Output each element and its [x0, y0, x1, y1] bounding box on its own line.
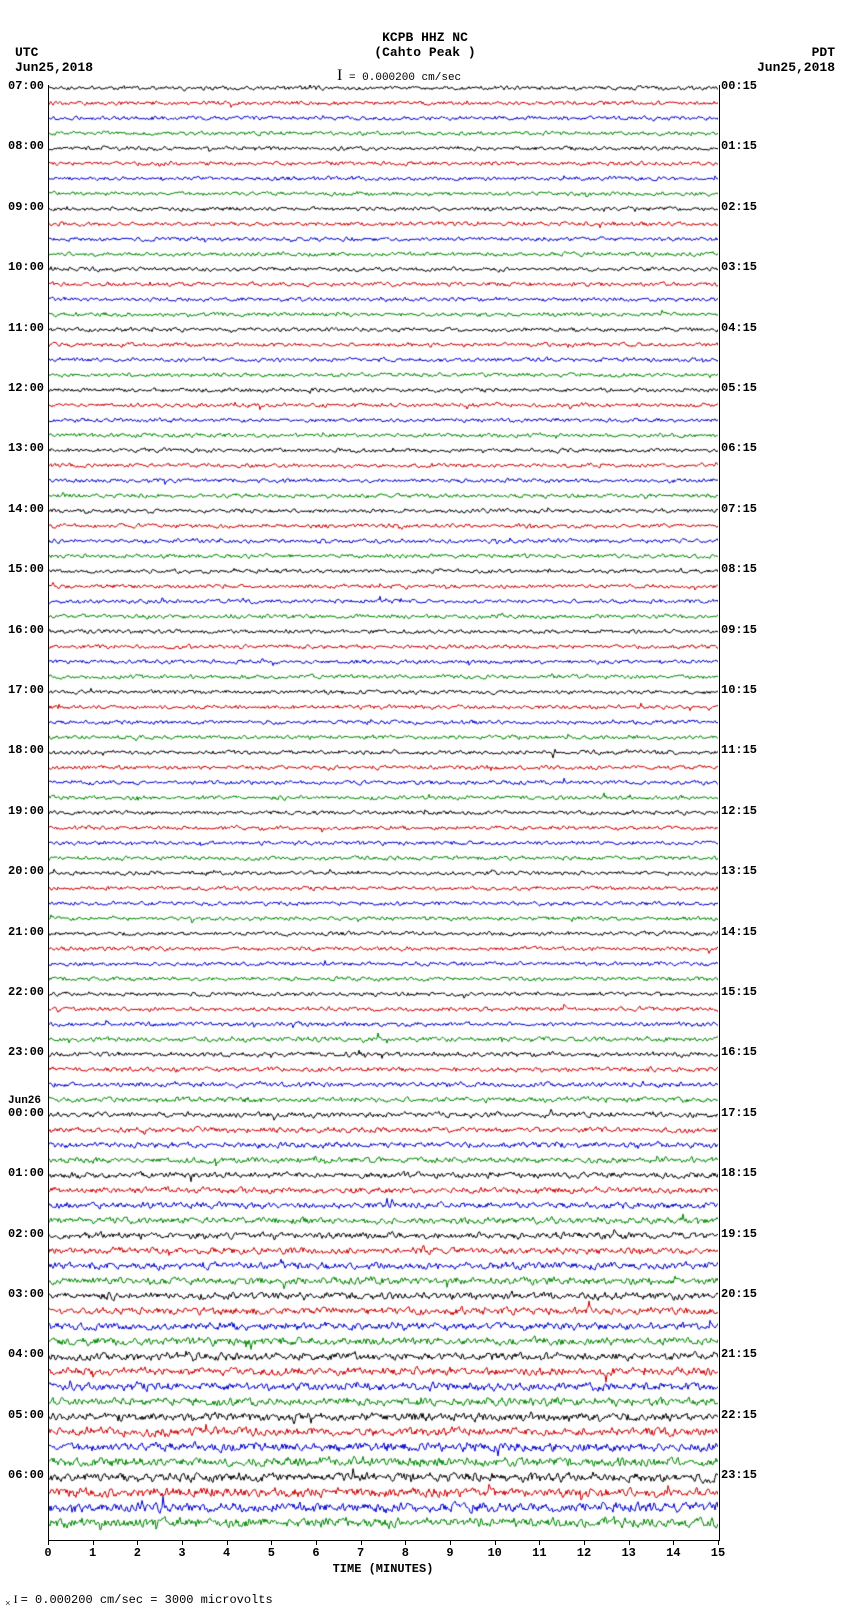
pdt-hour: 09:15: [721, 623, 757, 637]
utc-hour: 14:00: [8, 502, 44, 516]
x-tick-label: 9: [446, 1546, 453, 1560]
pdt-hour: 15:15: [721, 985, 757, 999]
pdt-hour: 18:15: [721, 1166, 757, 1180]
utc-hour: 16:00: [8, 623, 44, 637]
utc-hour: 09:00: [8, 200, 44, 214]
utc-hour: 17:00: [8, 683, 44, 697]
utc-hour: 00:00: [8, 1106, 44, 1120]
utc-hour: 11:00: [8, 321, 44, 335]
pdt-hour: 17:15: [721, 1106, 757, 1120]
pdt-hour: 08:15: [721, 562, 757, 576]
x-tick-label: 11: [532, 1546, 546, 1560]
utc-hour: 21:00: [8, 925, 44, 939]
x-tick-label: 7: [357, 1546, 364, 1560]
utc-hour: 10:00: [8, 260, 44, 274]
utc-hour: 03:00: [8, 1287, 44, 1301]
x-tick-label: 3: [178, 1546, 185, 1560]
utc-hour: 07:00: [8, 79, 44, 93]
left-date: Jun25,2018: [15, 60, 93, 75]
utc-hour: 22:00: [8, 985, 44, 999]
left-timezone: UTC: [15, 45, 38, 60]
x-axis-title: TIME (MINUTES): [333, 1562, 434, 1576]
pdt-hour: 14:15: [721, 925, 757, 939]
pdt-hour: 16:15: [721, 1045, 757, 1059]
pdt-hour: 06:15: [721, 441, 757, 455]
utc-hour: 23:00: [8, 1045, 44, 1059]
x-tick-label: 14: [666, 1546, 680, 1560]
pdt-hour: 19:15: [721, 1227, 757, 1241]
utc-hour: 01:00: [8, 1166, 44, 1180]
right-timezone: PDT: [812, 45, 835, 60]
utc-hour: 02:00: [8, 1227, 44, 1241]
x-tick-label: 2: [134, 1546, 141, 1560]
x-tick-label: 1: [89, 1546, 96, 1560]
utc-hour: 05:00: [8, 1408, 44, 1422]
pdt-hour: 12:15: [721, 804, 757, 818]
x-tick-label: 6: [312, 1546, 319, 1560]
pdt-hour: 22:15: [721, 1408, 757, 1422]
x-tick-label: 5: [268, 1546, 275, 1560]
pdt-hour: 10:15: [721, 683, 757, 697]
utc-hour: 20:00: [8, 864, 44, 878]
pdt-hour: 04:15: [721, 321, 757, 335]
utc-hour: 08:00: [8, 139, 44, 153]
pdt-hour: 00:15: [721, 79, 757, 93]
utc-hour: 19:00: [8, 804, 44, 818]
pdt-hour: 05:15: [721, 381, 757, 395]
utc-hour: 04:00: [8, 1347, 44, 1361]
x-tick-label: 0: [44, 1546, 51, 1560]
x-tick-label: 12: [577, 1546, 591, 1560]
utc-hour: 18:00: [8, 743, 44, 757]
pdt-hour: 23:15: [721, 1468, 757, 1482]
pdt-hour: 20:15: [721, 1287, 757, 1301]
station-location: (Cahto Peak ): [374, 45, 475, 60]
pdt-hour: 02:15: [721, 200, 757, 214]
pdt-hour: 01:15: [721, 139, 757, 153]
x-tick-label: 13: [621, 1546, 635, 1560]
utc-hour: 06:00: [8, 1468, 44, 1482]
right-date: Jun25,2018: [757, 60, 835, 75]
x-tick-label: 10: [487, 1546, 501, 1560]
pdt-hour: 13:15: [721, 864, 757, 878]
x-tick-label: 8: [402, 1546, 409, 1560]
scale-indicator: I = 0.000200 cm/sec: [337, 67, 461, 85]
pdt-hour: 07:15: [721, 502, 757, 516]
plot-frame: [48, 85, 720, 1541]
x-tick-label: 15: [711, 1546, 725, 1560]
pdt-hour: 03:15: [721, 260, 757, 274]
utc-hour: 12:00: [8, 381, 44, 395]
pdt-hour: 11:15: [721, 743, 757, 757]
pdt-hour: 21:15: [721, 1347, 757, 1361]
x-tick-label: 4: [223, 1546, 230, 1560]
footer-scale: × I = 0.000200 cm/sec = 3000 microvolts: [5, 1592, 273, 1609]
station-code: KCPB HHZ NC: [382, 30, 468, 45]
utc-hour: 15:00: [8, 562, 44, 576]
utc-hour: 13:00: [8, 441, 44, 455]
